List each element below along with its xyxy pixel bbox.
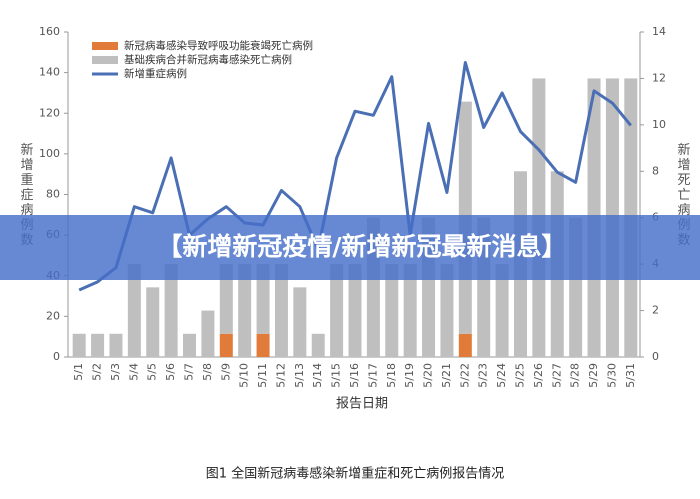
y2-tick-label: 10: [652, 118, 666, 131]
y-tick-label: 120: [39, 106, 60, 119]
y2-tick-label: 8: [652, 164, 659, 177]
bar: [146, 287, 160, 357]
legend-label: 新增重症病例: [124, 67, 187, 80]
y-tick-label: 160: [39, 25, 60, 38]
y2-tick-label: 0: [652, 350, 659, 363]
bar: [256, 333, 270, 357]
bar: [164, 264, 178, 357]
bar: [219, 333, 233, 357]
x-tick-label: 5/16: [348, 363, 361, 388]
x-tick-label: 5/24: [495, 363, 508, 388]
x-tick-label: 5/20: [422, 363, 435, 388]
banner-text: 【新增新冠疫情/新增新冠最新消息】: [157, 232, 566, 261]
x-tick-label: 5/6: [164, 363, 177, 381]
x-tick-label: 5/10: [238, 363, 251, 388]
bar: [348, 264, 362, 357]
bar: [201, 310, 215, 357]
bar: [330, 264, 344, 357]
x-tick-label: 5/22: [458, 363, 471, 388]
bar: [256, 264, 270, 334]
bar: [219, 264, 233, 334]
y2-tick-label: 2: [652, 304, 659, 317]
bar: [311, 333, 325, 357]
x-tick-label: 5/13: [293, 363, 306, 388]
bar: [403, 264, 417, 357]
x-tick-label: 5/23: [477, 363, 490, 388]
legend-label: 新冠病毒感染导致呼吸功能衰竭死亡病例: [124, 39, 313, 52]
x-tick-label: 5/4: [127, 363, 140, 381]
x-tick-label: 5/5: [146, 363, 159, 381]
y2-tick-label: 14: [652, 25, 666, 38]
legend-swatch: [92, 42, 118, 50]
x-tick-label: 5/28: [569, 363, 582, 388]
x-tick-label: 5/18: [385, 363, 398, 388]
banner-background: [0, 215, 700, 280]
bar: [293, 287, 307, 357]
bar: [238, 264, 252, 357]
x-tick-label: 5/1: [72, 363, 85, 381]
x-tick-label: 5/12: [274, 363, 287, 388]
x-tick-label: 5/31: [624, 363, 637, 388]
bar: [274, 264, 288, 357]
y-tick-label: 100: [39, 147, 60, 160]
x-tick-label: 5/11: [256, 363, 269, 388]
y-tick-label: 0: [53, 350, 60, 363]
x-tick-label: 5/19: [403, 363, 416, 388]
x-tick-label: 5/25: [513, 363, 526, 388]
y2-tick-label: 12: [652, 71, 666, 84]
x-tick-label: 5/14: [311, 363, 324, 388]
x-tick-label: 5/2: [91, 363, 104, 381]
legend-swatch: [92, 56, 118, 64]
bar: [91, 333, 105, 357]
bar: [385, 264, 399, 357]
x-tick-label: 5/21: [440, 363, 453, 388]
x-tick-label: 5/3: [109, 363, 122, 381]
x-tick-label: 5/17: [366, 363, 379, 388]
y-tick-label: 80: [46, 188, 60, 201]
x-tick-label: 5/8: [201, 363, 214, 381]
y-tick-label: 20: [46, 309, 60, 322]
x-tick-label: 5/29: [587, 363, 600, 388]
x-tick-label: 5/9: [219, 363, 232, 381]
x-tick-label: 5/30: [605, 363, 618, 388]
line: [78, 60, 632, 292]
x-tick-label: 5/26: [532, 363, 545, 388]
y-tick-label: 140: [39, 66, 60, 79]
bar: [440, 264, 454, 357]
bar: [183, 333, 197, 357]
x-tick-label: 5/15: [330, 363, 343, 388]
bar: [495, 264, 509, 357]
legend-label: 基础疾病合并新冠病毒感染死亡病例: [124, 53, 292, 66]
x-axis-title: 报告日期: [336, 397, 388, 412]
bar: [109, 333, 123, 357]
x-tick-label: 5/27: [550, 363, 563, 388]
bar: [458, 333, 472, 357]
x-tick-label: 5/7: [183, 363, 196, 381]
bar: [72, 333, 86, 357]
caption: 图1 全国新冠病毒感染新增重症和死亡病例报告情况: [206, 466, 504, 482]
bar: [127, 264, 141, 357]
